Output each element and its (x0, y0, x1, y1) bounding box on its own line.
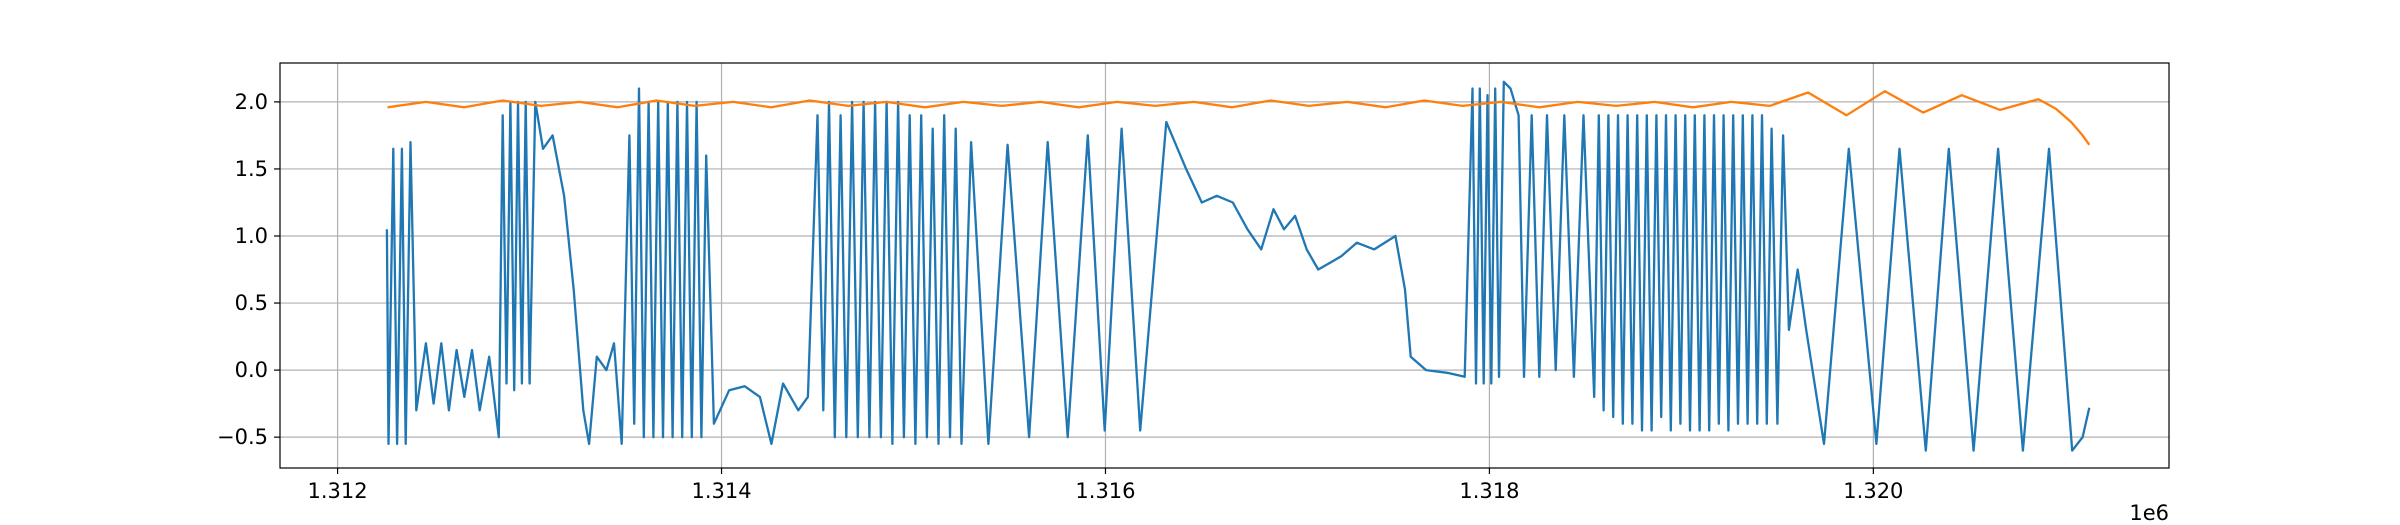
y-tick-label: −0.5 (217, 425, 268, 449)
data-line (385, 80, 2091, 452)
x-tick-label: 1.312 (308, 479, 368, 503)
x-tick-label: 1.318 (1459, 479, 1519, 503)
x-tick-label: 1.320 (1843, 479, 1903, 503)
y-tick-label: 0.5 (235, 291, 268, 315)
plot-frame (279, 62, 2170, 469)
y-tick-label: 1.5 (235, 157, 268, 181)
data-line (387, 90, 2091, 146)
x-offset-text: 1e6 (2129, 501, 2169, 525)
y-tick-label: 0.0 (235, 358, 268, 382)
x-tick-label: 1.316 (1075, 479, 1135, 503)
y-tick-label: 1.0 (235, 224, 268, 248)
y-tick-label: 2.0 (235, 90, 268, 114)
x-tick-label: 1.314 (691, 479, 751, 503)
